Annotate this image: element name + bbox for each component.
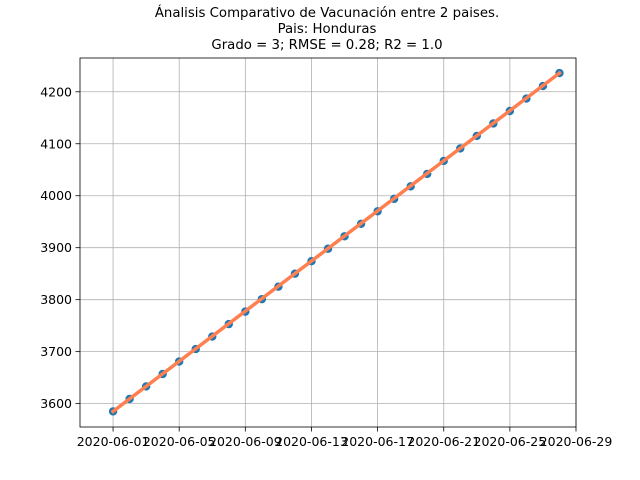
x-tick-label: 2020-06-29 [540,434,613,449]
axes-frame [79,57,577,428]
x-tick-label: 2020-06-25 [474,434,547,449]
x-tick-label: 2020-06-01 [77,434,150,449]
y-tick-label: 4200 [40,84,72,99]
y-tick-label: 3600 [40,396,72,411]
chart-title: Ánalisis Comparativo de Vacunación entre… [155,4,499,21]
y-tick-label: 4100 [40,136,72,151]
x-tick-label: 2020-06-05 [143,434,216,449]
grid [80,58,577,427]
y-tick-label: 3800 [40,292,72,307]
y-tick-label: 3700 [40,344,72,359]
x-tick-label: 2020-06-09 [209,434,282,449]
axis-ticks: 2020-06-012020-06-052020-06-092020-06-13… [40,84,612,449]
y-tick-label: 4000 [40,188,72,203]
y-tick-label: 3900 [40,240,72,255]
x-tick-label: 2020-06-13 [275,434,348,449]
plot-series [108,68,564,416]
x-tick-label: 2020-06-17 [341,434,414,449]
chart-annotation: Grado = 3; RMSE = 0.28; R2 = 1.0 [211,38,442,53]
x-tick-label: 2020-06-21 [407,434,480,449]
fit-line [110,70,562,414]
chart-subtitle: Pais: Honduras [278,22,377,37]
